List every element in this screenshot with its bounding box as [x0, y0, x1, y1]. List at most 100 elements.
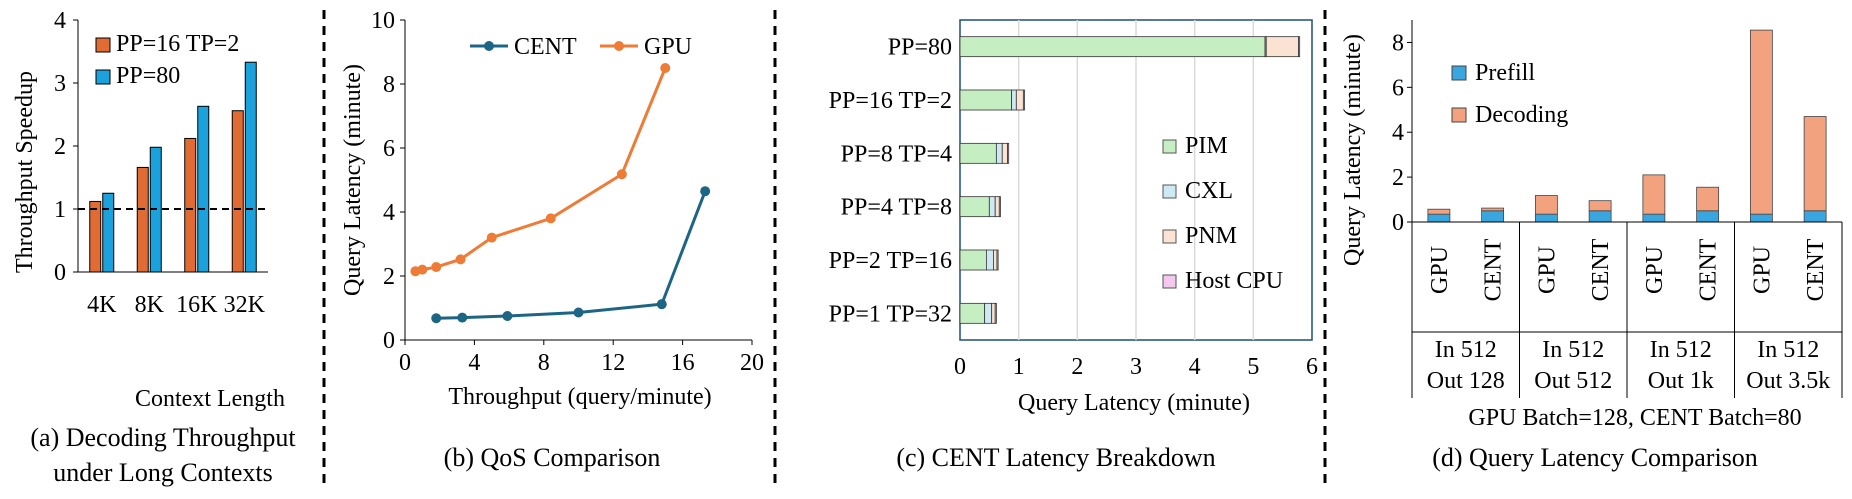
- legend-label: Decoding: [1475, 102, 1568, 128]
- panel-b-caption: (b) QoS Comparison: [444, 443, 661, 472]
- legend-swatch: [1162, 139, 1177, 154]
- panel-d-xtick-label: CENT: [1481, 238, 1507, 301]
- point-gpu: [455, 254, 466, 265]
- point-cent: [656, 299, 667, 310]
- bar-prefill-7: [1803, 210, 1827, 223]
- bar-decoding-3: [1588, 200, 1612, 212]
- line-cent: [436, 190, 707, 320]
- point-gpu: [660, 63, 671, 73]
- panel-c-category-label: PP=1 TP=32: [829, 301, 952, 327]
- panel-a-caption-line2: under Long Contexts: [53, 458, 273, 487]
- bar-decoding-1: [1481, 207, 1505, 212]
- point-gpu: [417, 264, 428, 275]
- bar-pnm-0: [1265, 36, 1299, 58]
- legend-label: PP=80: [116, 63, 180, 89]
- panel-a-xtick-label: 4K: [87, 292, 117, 318]
- panel-d-xtick-label: CENT: [1588, 238, 1614, 301]
- bar-pim-5: [959, 302, 986, 324]
- panel-c: 0 1 2 3 4 5 6 PP=80 PP=16 TP=2 PP=8 TP=4 PP=4 TP=8…: [829, 19, 1318, 472]
- point-cent: [431, 313, 442, 324]
- bar-pnm-3: [994, 196, 1000, 218]
- bar-pim-0: [959, 36, 1266, 58]
- panel-d-group-label: Out 3.5k: [1746, 368, 1830, 394]
- panel-b-xtick-label: 16: [671, 350, 695, 376]
- panel-d-group-label: In 512: [1757, 337, 1819, 363]
- bar-decoding-7: [1803, 116, 1827, 212]
- bar-host-cpu-3: [998, 196, 1001, 218]
- panel-b-ytick-label: 8: [383, 72, 395, 98]
- panel-d-group-label: In 512: [1435, 337, 1497, 363]
- panel-b-plot: 0 2 4 6 8 10 0 4 8 12 16 20 CENT GPU: [371, 8, 764, 376]
- bar-host-cpu-0: [1298, 36, 1301, 58]
- point-cent: [457, 312, 468, 323]
- panel-b-xtick-label: 4: [468, 350, 480, 376]
- panel-d-ytick-label: 4: [1392, 120, 1404, 146]
- panel-d-xtick-label: GPU: [1642, 246, 1668, 294]
- panel-b-xtick-label: 0: [399, 350, 411, 376]
- bar-cxl-5: [984, 302, 993, 324]
- panel-c-category-label: PP=16 TP=2: [829, 88, 952, 114]
- panel-d-ylabel: Query Latency (minute): [1340, 34, 1366, 266]
- panel-c-plot: 0 1 2 3 4 5 6 PP=80 PP=16 TP=2 PP=8 TP=4 PP=4 TP=8…: [829, 19, 1318, 380]
- panel-d-xtick-label: GPU: [1534, 246, 1560, 294]
- legend-marker: [484, 41, 494, 51]
- legend-swatch: [1162, 274, 1177, 289]
- point-gpu: [486, 232, 497, 243]
- panel-b-ytick-label: 6: [383, 136, 395, 162]
- panel-b-xtick-label: 20: [740, 350, 764, 376]
- panel-a-xtick-label: 16K: [176, 292, 218, 318]
- panel-a-xtick-label: 32K: [224, 292, 266, 318]
- bar-pnm-1: [1015, 89, 1024, 111]
- panel-a-plot: 0 1 2 3 4 4K 8K 16K 32K PP=16 TP=2 PP=80: [54, 8, 268, 318]
- bar-pp16-tp2-32k: [231, 110, 244, 273]
- panel-d-group-label: In 512: [1542, 337, 1604, 363]
- bar-cxl-3: [988, 196, 996, 218]
- bar-pnm-5: [991, 302, 996, 324]
- bar-pp16-tp2-8k: [136, 166, 149, 273]
- panel-c-xtick-label: 4: [1189, 354, 1201, 380]
- bar-pim-1: [959, 89, 1013, 111]
- legend-label: Prefill: [1475, 60, 1535, 86]
- panel-a-xlabel: Context Length: [135, 386, 285, 412]
- bar-host-cpu-1: [1022, 89, 1025, 111]
- panel-d-caption: (d) Query Latency Comparison: [1432, 443, 1758, 472]
- bar-pp80-4k: [102, 192, 115, 273]
- panel-b-xtick-label: 12: [601, 350, 625, 376]
- panel-c-xtick-label: 3: [1130, 354, 1142, 380]
- bar-decoding-4: [1642, 174, 1666, 215]
- point-gpu: [616, 169, 627, 180]
- bar-pp16-tp2-16k: [184, 137, 197, 273]
- legend-label: PIM: [1185, 133, 1228, 159]
- bar-decoding-2: [1534, 195, 1558, 215]
- legend-swatch: [95, 37, 111, 53]
- panel-d-group-label: Out 512: [1534, 368, 1612, 394]
- bar-pnm-4: [993, 249, 998, 271]
- panel-d-plot: 0 2 4 6 8 GPU CENT GPU CENT GPU CENT GPU CENT In 512 O…: [1392, 20, 1843, 398]
- legend-swatch: [1451, 65, 1467, 81]
- panel-d-xtick-label: GPU: [1427, 246, 1453, 294]
- legend-label: PNM: [1185, 223, 1237, 249]
- panel-a-ytick-label: 0: [54, 260, 66, 286]
- point-cent: [573, 307, 584, 318]
- panel-a-caption-line1: (a) Decoding Throughput: [30, 423, 296, 452]
- panel-d: 0 2 4 6 8 GPU CENT GPU CENT GPU CENT GPU CENT In 512 O…: [1340, 20, 1843, 472]
- panel-a-ylabel: Throughput Speedup: [12, 71, 38, 273]
- legend-label: Host CPU: [1185, 268, 1283, 294]
- bar-cxl-2: [995, 142, 1003, 164]
- legend-label: CENT: [514, 34, 577, 60]
- panel-d-ytick-label: 2: [1392, 165, 1404, 191]
- panel-b-xlabel: Throughput (query/minute): [448, 384, 711, 410]
- legend-swatch: [1162, 184, 1177, 199]
- bar-pp16-tp2-4k: [89, 200, 102, 273]
- bar-pp80-16k: [197, 105, 210, 273]
- panel-c-caption: (c) CENT Latency Breakdown: [896, 443, 1215, 472]
- point-cent: [502, 311, 513, 321]
- panel-a-ytick-label: 4: [54, 8, 66, 34]
- legend-swatch: [1451, 107, 1467, 123]
- bar-pnm-2: [1001, 142, 1008, 164]
- point-gpu: [545, 213, 556, 224]
- panel-c-xtick-label: 2: [1071, 354, 1083, 380]
- panel-b-xtick-label: 8: [538, 350, 550, 376]
- bar-host-cpu-2: [1007, 142, 1010, 164]
